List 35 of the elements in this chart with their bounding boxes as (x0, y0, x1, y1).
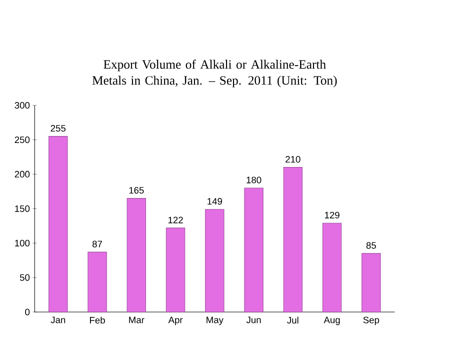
y-tick-label: 0 (25, 308, 30, 316)
y-tick-label: 50 (20, 274, 30, 282)
x-tick-label: Jul (287, 316, 298, 324)
bar (244, 188, 264, 312)
y-tick-label: 300 (14, 102, 30, 109)
data-label: 210 (286, 156, 300, 163)
bar (88, 252, 107, 312)
bar (205, 209, 224, 312)
x-tick-label: Jan (50, 316, 66, 324)
x-tick-label: May (206, 316, 224, 326)
x-tick-label: Aug (324, 316, 340, 326)
y-tick-label: 150 (15, 206, 30, 212)
data-label: 129 (324, 212, 340, 219)
bar (322, 223, 342, 312)
data-label: 122 (168, 216, 183, 224)
bar (283, 167, 303, 312)
x-tick-label: Jun (246, 316, 261, 324)
chart-title: Export Volume of Alkali or Alkaline-Earth Metals in China, Jan. – Sep. 2011 (Unit: Ton) (92, 60, 337, 88)
y-tick-label: 200 (14, 171, 30, 178)
data-label: 87 (92, 240, 102, 248)
x-tick-label: Feb (90, 316, 105, 324)
data-label: 180 (246, 176, 262, 184)
data-label: 255 (50, 125, 66, 132)
bar (126, 198, 146, 312)
x-tick-label: Sep (363, 316, 380, 326)
bar (362, 253, 381, 312)
data-label: 165 (129, 187, 144, 194)
data-label: 85 (366, 242, 376, 249)
bar (48, 136, 68, 312)
data-label: 149 (208, 198, 222, 205)
x-tick-label: Mar (129, 316, 144, 324)
x-tick-label: Apr (168, 316, 183, 326)
y-tick-label: 100 (15, 240, 30, 247)
bar (166, 228, 186, 312)
y-tick-label: 250 (14, 136, 30, 144)
